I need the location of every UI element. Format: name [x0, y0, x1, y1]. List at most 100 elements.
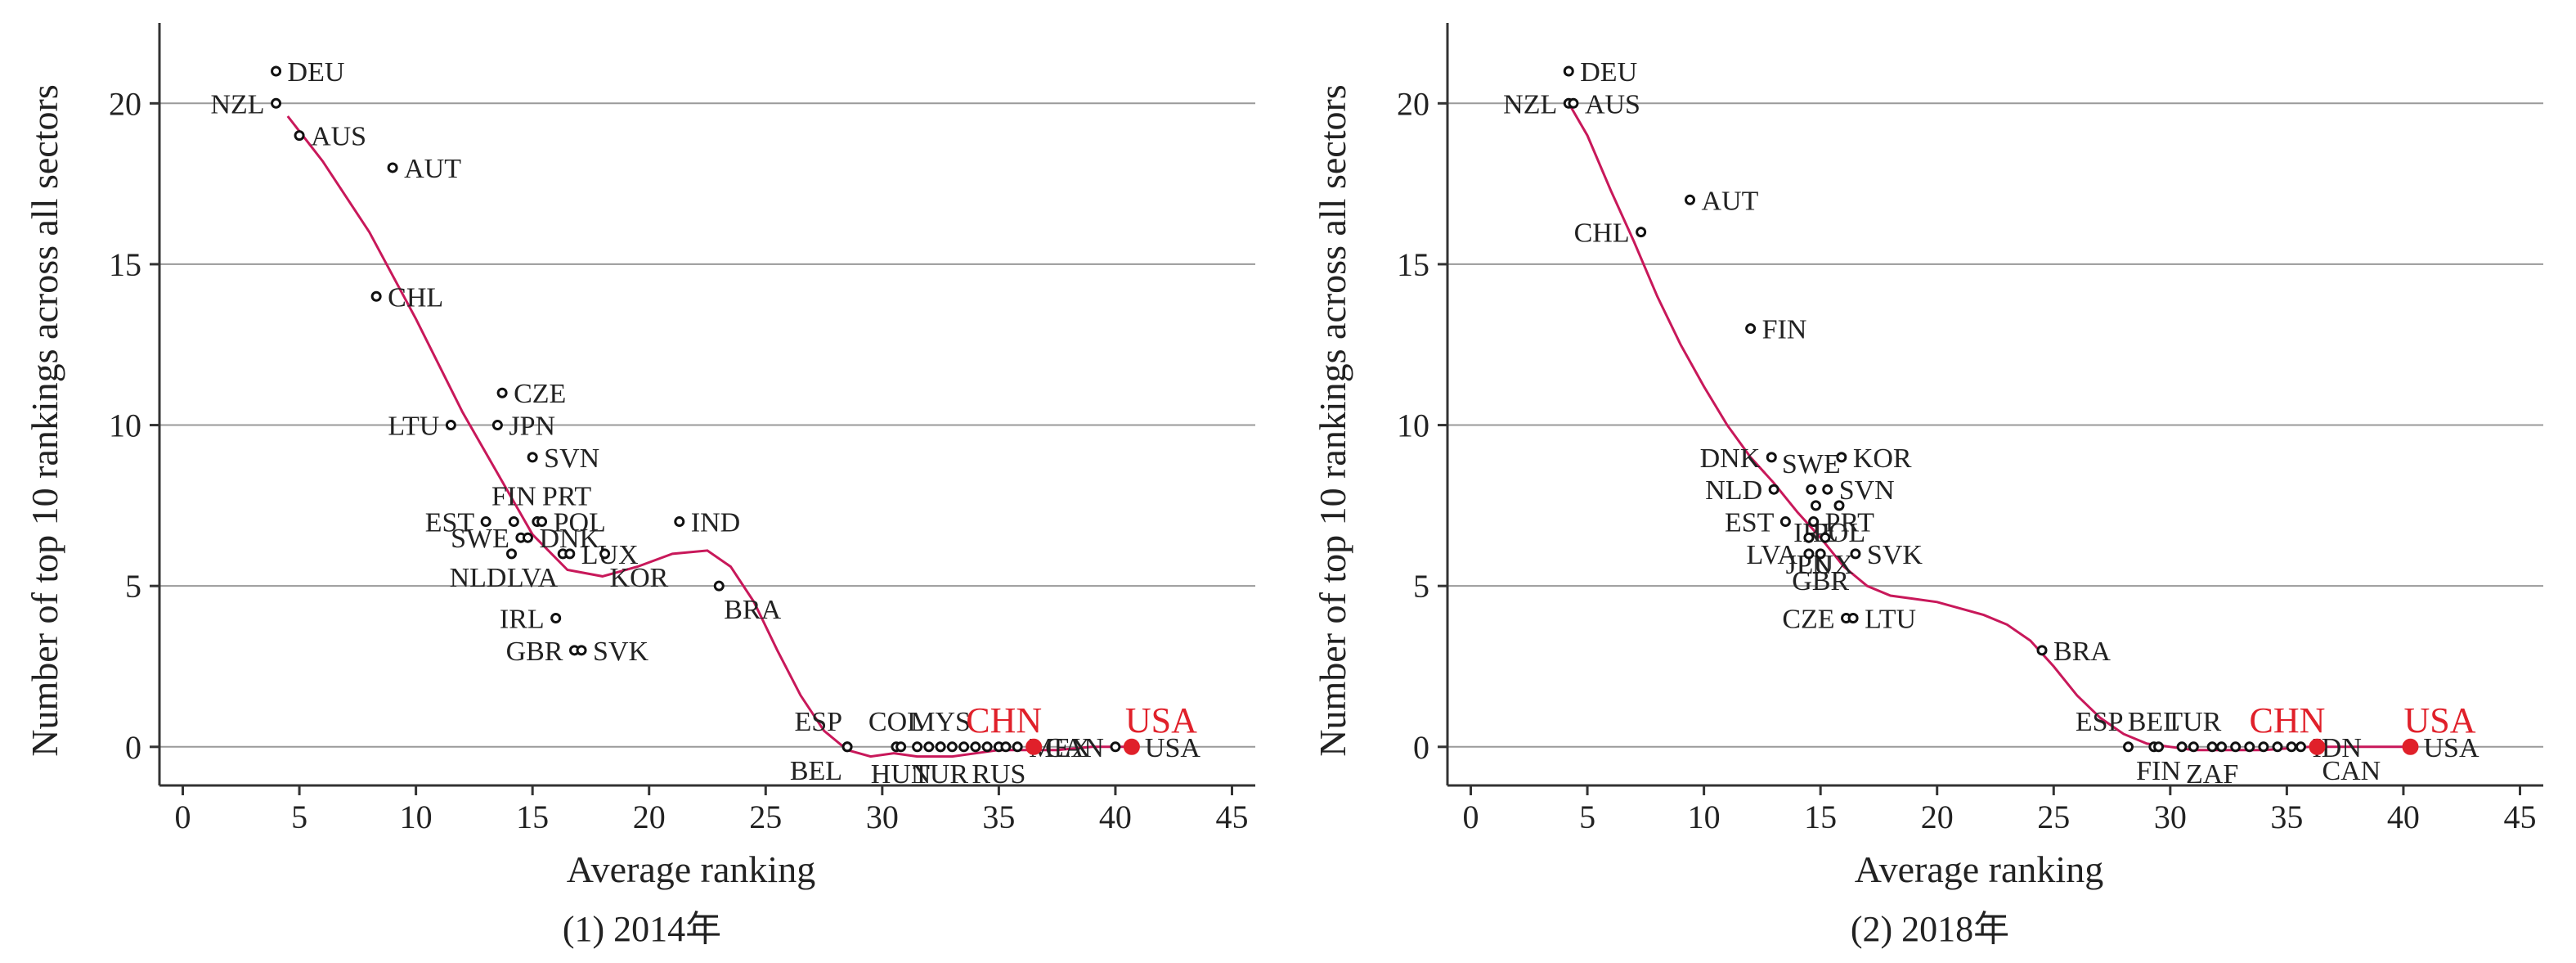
data-point — [841, 741, 853, 753]
y-axis-label: Number of top 10 rankings across all sec… — [24, 84, 65, 756]
x-tick-label: 40 — [1099, 799, 1132, 835]
point-label: ESP — [794, 707, 842, 737]
point-label: JPN — [509, 412, 555, 442]
x-tick-label: 35 — [982, 799, 1015, 835]
data-point — [294, 130, 305, 142]
point-label: FIN — [491, 482, 536, 512]
x-tick-label: 20 — [633, 799, 666, 835]
y-tick-label: 5 — [1413, 568, 1429, 605]
data-point — [958, 741, 970, 753]
point-label-highlight: CHN — [966, 700, 1042, 740]
x-tick-label: 15 — [516, 799, 549, 835]
point-label: IRL — [500, 605, 545, 635]
data-point — [981, 741, 993, 753]
x-tick-label: 45 — [2503, 799, 2536, 835]
x-tick-label: 0 — [175, 799, 191, 835]
data-point — [550, 613, 562, 624]
data-point — [1779, 516, 1791, 528]
point-label: COL — [868, 707, 924, 737]
x-tick-label: 20 — [1921, 799, 1954, 835]
point-label: DEU — [1580, 57, 1637, 88]
data-point — [1810, 500, 1821, 511]
data-point — [2206, 741, 2218, 753]
data-point — [912, 741, 923, 753]
y-tick-label: 0 — [125, 729, 141, 766]
point-label: GBR — [1792, 566, 1849, 596]
point-label: TUR — [913, 759, 968, 790]
point-label: USA — [2423, 733, 2479, 763]
data-point — [1110, 741, 1121, 753]
chart-panel-2: 0 5 10 15 20 0 5 10 15 20 25 30 35 40 45 Average rankin… — [1312, 23, 2543, 949]
data-point — [599, 548, 611, 560]
x-tick-label: 45 — [1215, 799, 1248, 835]
data-point — [970, 741, 981, 753]
point-label: CAN — [1045, 733, 1104, 763]
x-tick-label: 10 — [1688, 799, 1721, 835]
point-label-highlight: USA — [2403, 700, 2475, 740]
point-label: CHL — [388, 282, 443, 313]
data-point — [1833, 500, 1845, 511]
point-label: BEL — [790, 756, 842, 786]
data-point — [506, 548, 518, 560]
y-tick-label: 15 — [1397, 246, 1429, 283]
data-point — [1685, 194, 1696, 205]
point-label: AUT — [1702, 186, 1759, 216]
point-label: PRT — [542, 482, 592, 512]
data-point — [2230, 741, 2242, 753]
data-point — [522, 532, 533, 543]
point-label: KOR — [610, 563, 669, 593]
data-point — [1836, 452, 1847, 463]
point-label-highlight: CHN — [2250, 700, 2326, 740]
y-axis-label: Number of top 10 rankings across all sec… — [1312, 84, 1353, 756]
data-point — [2258, 741, 2269, 753]
data-point — [1822, 484, 1833, 495]
data-point — [1850, 548, 1861, 560]
point-label: SWE — [451, 524, 509, 554]
y-tick-label: 10 — [109, 407, 141, 444]
data-point — [946, 741, 958, 753]
point-label: BRA — [724, 595, 781, 625]
data-point — [2244, 741, 2255, 753]
data-point-highlight — [2402, 738, 2419, 755]
point-label: BRA — [2053, 637, 2111, 667]
data-point — [2272, 741, 2283, 753]
x-tick-label: 40 — [2387, 799, 2420, 835]
point-label: LVA — [1747, 540, 1798, 570]
point-label: MYS — [910, 707, 971, 737]
data-point — [2153, 741, 2165, 753]
point-label: PRT — [1825, 508, 1875, 538]
x-tick-label: 25 — [749, 799, 782, 835]
chart-panel-1: 0 5 10 15 20 0 5 10 15 20 25 30 35 40 45 Average rankin… — [24, 23, 1255, 949]
point-label: BEL — [2128, 707, 2180, 737]
x-tick-label: 5 — [1579, 799, 1595, 835]
x-axis-label: Average ranking — [1855, 848, 2103, 890]
point-label: NLD — [1705, 475, 1762, 506]
y-tick-label: 5 — [125, 568, 141, 605]
data-point — [2188, 741, 2199, 753]
data-point — [674, 516, 685, 528]
x-tick-label: 30 — [866, 799, 899, 835]
y-tick-label: 20 — [109, 85, 141, 122]
point-label: DNK — [1700, 443, 1761, 474]
data-point — [2216, 741, 2228, 753]
x-tick-label: 15 — [1804, 799, 1837, 835]
point-label: NZL — [1503, 89, 1557, 119]
x-axis-label: Average ranking — [567, 848, 815, 890]
data-point — [1568, 97, 1579, 109]
point-label: FIN — [2136, 756, 2181, 786]
data-point — [2176, 741, 2188, 753]
point-label: SWE — [1782, 449, 1841, 479]
y-tick-label: 15 — [109, 246, 141, 283]
point-label: KOR — [1853, 443, 1912, 474]
data-point — [2123, 741, 2134, 753]
point-label: HUN — [871, 759, 931, 790]
point-label: SVN — [1839, 475, 1895, 506]
data-point — [1847, 613, 1859, 624]
point-label: LVA — [507, 563, 559, 593]
data-point — [1000, 741, 1012, 753]
point-label: CAN — [2322, 756, 2381, 786]
point-label: IND — [691, 508, 740, 538]
data-point — [491, 420, 503, 431]
point-label: EST — [1725, 508, 1775, 538]
data-point — [1820, 532, 1831, 543]
